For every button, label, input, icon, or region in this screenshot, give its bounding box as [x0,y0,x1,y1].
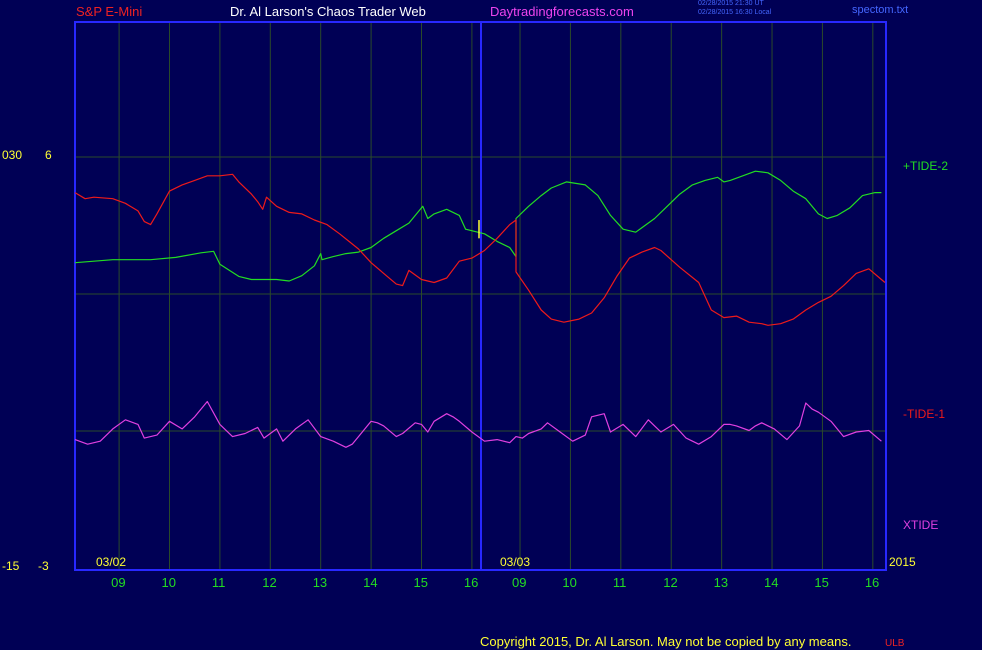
ulb-mark: ULB [885,638,905,649]
x-tick-label: 15 [814,575,829,590]
x-tick-label: 12 [262,575,277,590]
x-tick-label: 15 [413,575,428,590]
series-line-1 [74,170,882,282]
x-tick-label: 13 [713,575,729,590]
legend-xtide: XTIDE [903,518,939,532]
grid [75,22,886,570]
author-label: Dr. Al Larson's Chaos Trader Web [230,4,426,19]
x-tick-label: 16 [463,575,479,590]
year-label: 2015 [889,555,916,569]
timestamp-local: 02/28/2015 16:30 Local [698,9,772,16]
y-left-inner-bottom: -3 [38,559,49,573]
y-left-outer-bottom: -15 [2,559,20,573]
site-label[interactable]: Daytradingforecasts.com [490,4,634,19]
timestamp-ut: 02/28/2015 21:30 UT [698,0,764,7]
x-tick-label: 13 [312,575,328,590]
copyright: Copyright 2015, Dr. Al Larson. May not b… [480,634,852,649]
chart-frame [74,21,887,571]
series-line-2 [74,173,886,326]
x-tick-label: 09 [512,575,527,590]
day-label-1: 03/02 [96,555,127,569]
x-tick-label: 11 [211,575,226,590]
x-tick-label: 14 [363,575,378,590]
y-left-outer-top: 030 [2,148,23,162]
legend-tide-plus: +TIDE-2 [903,159,949,173]
day-label-2: 03/03 [500,555,531,569]
x-tick-label: 10 [562,575,577,590]
x-tick-label: 11 [612,575,627,590]
x-tick-label: 09 [111,575,126,590]
x-tick-label: 16 [864,575,880,590]
y-left-inner-top: 6 [45,148,52,162]
symbol-label: S&P E-Mini [76,4,143,19]
legend-tide-minus: -TIDE-1 [903,407,945,421]
x-tick-label: 12 [663,575,678,590]
file-label: spectom.txt [852,4,909,16]
x-tick-label: 10 [161,575,176,590]
series-lines [74,170,886,448]
x-tick-label: 14 [764,575,779,590]
series-line-3 [74,400,882,448]
